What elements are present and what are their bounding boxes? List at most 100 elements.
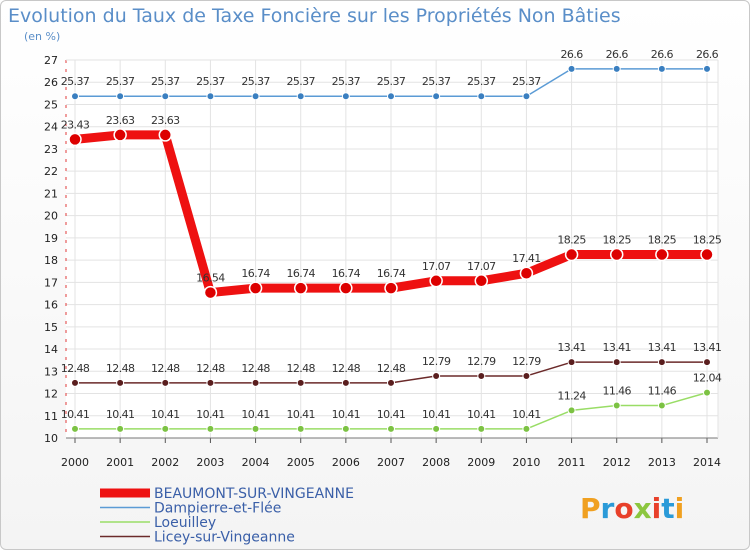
data-point-dampierre-et-flee[interactable] [477, 92, 486, 101]
data-label: 10.41 [151, 408, 180, 421]
data-point-dampierre-et-flee[interactable] [657, 64, 666, 73]
data-label: 12.48 [196, 362, 225, 375]
data-point-loeuilley[interactable] [567, 406, 576, 415]
data-point-beaumont-sur-vingeanne[interactable] [519, 266, 534, 280]
data-point-beaumont-sur-vingeanne[interactable] [68, 132, 82, 147]
data-point-beaumont-sur-vingeanne[interactable] [339, 281, 353, 295]
legend-label-beaumont-sur-vingeanne: BEAUMONT-SUR-VINGEANNE [154, 486, 354, 502]
logo-letter: r [601, 492, 615, 525]
data-point-dampierre-et-flee[interactable] [206, 92, 215, 101]
data-label: 25.37 [286, 75, 315, 88]
data-point-licey-sur-vingeanne[interactable] [657, 358, 666, 367]
data-point-loeuilley[interactable] [206, 424, 215, 433]
data-point-licey-sur-vingeanne[interactable] [703, 358, 711, 367]
data-label: 25.37 [151, 75, 180, 88]
data-point-loeuilley[interactable] [387, 424, 395, 433]
data-point-beaumont-sur-vingeanne[interactable] [248, 281, 263, 295]
data-labels: 23.43 23.63 23.63 16.54 16.74 16.74 16.74 16.74… [61, 48, 723, 421]
y-tick-label: 15 [44, 321, 58, 334]
data-point-loeuilley[interactable] [432, 424, 441, 433]
data-label: 25.37 [106, 75, 135, 88]
data-point-licey-sur-vingeanne[interactable] [296, 378, 305, 387]
data-point-licey-sur-vingeanne[interactable] [612, 358, 621, 367]
data-point-loeuilley[interactable] [296, 424, 305, 433]
data-point-beaumont-sur-vingeanne[interactable] [158, 128, 173, 142]
data-point-beaumont-sur-vingeanne[interactable] [564, 247, 579, 262]
data-point-dampierre-et-flee[interactable] [116, 92, 125, 101]
data-label: 18.25 [693, 234, 722, 247]
data-point-beaumont-sur-vingeanne[interactable] [429, 274, 443, 288]
data-point-loeuilley[interactable] [703, 388, 711, 397]
data-point-beaumont-sur-vingeanne[interactable] [203, 285, 218, 300]
data-point-licey-sur-vingeanne[interactable] [206, 378, 215, 387]
data-point-licey-sur-vingeanne[interactable] [432, 371, 441, 380]
data-label: 12.79 [422, 355, 451, 368]
x-tick-label: 2002 [151, 456, 179, 469]
data-point-licey-sur-vingeanne[interactable] [116, 378, 125, 387]
data-point-beaumont-sur-vingeanne[interactable] [384, 281, 398, 295]
data-point-beaumont-sur-vingeanne[interactable] [700, 247, 714, 262]
data-point-licey-sur-vingeanne[interactable] [522, 371, 531, 380]
data-point-loeuilley[interactable] [477, 424, 486, 433]
data-point-dampierre-et-flee[interactable] [251, 92, 260, 101]
data-point-dampierre-et-flee[interactable] [432, 92, 441, 101]
y-tick-label: 18 [44, 254, 58, 267]
data-point-dampierre-et-flee[interactable] [296, 92, 305, 101]
data-point-beaumont-sur-vingeanne[interactable] [655, 247, 669, 262]
data-point-loeuilley[interactable] [522, 424, 531, 433]
legend-label-licey-sur-vingeanne: Licey-sur-Vingeanne [154, 530, 295, 546]
data-point-licey-sur-vingeanne[interactable] [387, 378, 395, 387]
data-point-beaumont-sur-vingeanne[interactable] [293, 281, 308, 295]
data-point-beaumont-sur-vingeanne[interactable] [474, 274, 489, 288]
data-label: 25.37 [332, 75, 361, 88]
data-point-dampierre-et-flee[interactable] [71, 92, 79, 101]
data-point-dampierre-et-flee[interactable] [161, 92, 170, 101]
data-label: 26.6 [651, 48, 674, 61]
data-point-licey-sur-vingeanne[interactable] [567, 358, 576, 367]
data-point-licey-sur-vingeanne[interactable] [251, 378, 260, 387]
data-point-loeuilley[interactable] [341, 424, 350, 433]
data-point-dampierre-et-flee[interactable] [387, 92, 395, 101]
x-tick-label: 2007 [377, 456, 405, 469]
data-label: 25.37 [196, 75, 225, 88]
data-point-licey-sur-vingeanne[interactable] [477, 371, 486, 380]
data-point-licey-sur-vingeanne[interactable] [341, 378, 350, 387]
data-point-dampierre-et-flee[interactable] [612, 64, 621, 73]
data-label: 25.37 [422, 75, 451, 88]
data-label: 11.24 [557, 389, 586, 402]
data-point-dampierre-et-flee[interactable] [703, 64, 711, 73]
data-label: 26.6 [561, 48, 584, 61]
y-tick-label: 26 [44, 76, 58, 89]
y-tick-label: 23 [44, 143, 58, 156]
plot-area [66, 60, 718, 438]
logo-letter: t [661, 492, 674, 525]
data-label: 16.74 [332, 267, 361, 280]
data-point-loeuilley[interactable] [612, 401, 621, 410]
data-point-loeuilley[interactable] [657, 401, 666, 410]
data-point-beaumont-sur-vingeanne[interactable] [113, 128, 127, 142]
x-tick-label: 2000 [61, 456, 89, 469]
x-tick-label: 2010 [512, 456, 540, 469]
data-point-licey-sur-vingeanne[interactable] [161, 378, 170, 387]
data-label: 18.25 [648, 234, 677, 247]
legend-label-loeuilley: Loeuilley [154, 515, 216, 531]
data-point-beaumont-sur-vingeanne[interactable] [609, 247, 624, 262]
data-point-dampierre-et-flee[interactable] [341, 92, 350, 101]
x-tick-label: 2005 [287, 456, 315, 469]
x-tick-label: 2008 [422, 456, 450, 469]
data-point-loeuilley[interactable] [116, 424, 125, 433]
data-point-licey-sur-vingeanne[interactable] [71, 378, 79, 387]
data-point-dampierre-et-flee[interactable] [522, 92, 531, 101]
y-tick-label: 17 [44, 276, 58, 289]
y-tick-label: 16 [44, 299, 58, 312]
x-tick-label: 2003 [196, 456, 224, 469]
data-point-loeuilley[interactable] [251, 424, 260, 433]
data-point-dampierre-et-flee[interactable] [567, 64, 576, 73]
y-tick-label: 24 [44, 121, 58, 134]
x-tick-label: 2012 [603, 456, 631, 469]
proxiti-logo: Proxiti [580, 492, 684, 525]
y-tick-label: 20 [44, 210, 58, 223]
data-point-loeuilley[interactable] [71, 424, 79, 433]
data-point-loeuilley[interactable] [161, 424, 170, 433]
